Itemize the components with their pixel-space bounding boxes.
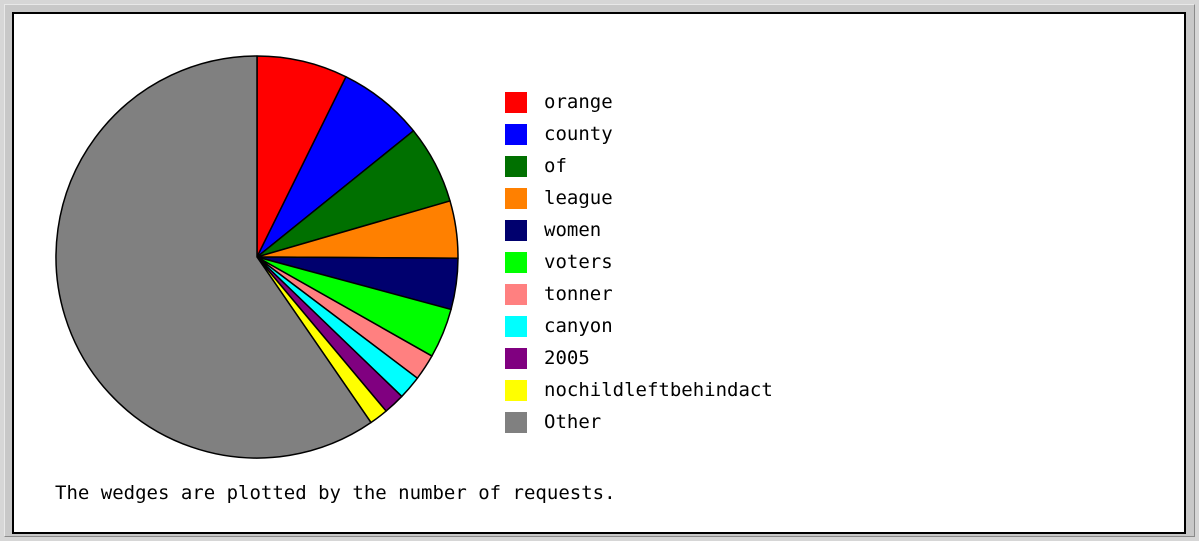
legend-label: canyon [544, 315, 613, 337]
legend-item-women: women [505, 214, 773, 246]
legend-swatch [505, 155, 527, 177]
legend-item-league: league [505, 182, 773, 214]
chart-caption: The wedges are plotted by the number of … [55, 482, 616, 504]
legend: orange county of league women voters tonner can… [505, 86, 773, 438]
legend-label: 2005 [544, 347, 590, 369]
legend-swatch [505, 187, 527, 209]
legend-swatch [505, 283, 527, 305]
legend-item-voters: voters [505, 246, 773, 278]
legend-label: orange [544, 91, 613, 113]
legend-label: Other [544, 411, 602, 433]
legend-label: county [544, 123, 613, 145]
legend-label: women [544, 219, 602, 241]
legend-label: nochildleftbehindact [544, 379, 773, 401]
legend-item-tonner: tonner [505, 278, 773, 310]
legend-swatch [505, 91, 527, 113]
legend-label: voters [544, 251, 613, 273]
legend-swatch [505, 379, 527, 401]
legend-label: of [544, 155, 567, 177]
pie-slice-other [55, 55, 372, 459]
legend-item-canyon: canyon [505, 310, 773, 342]
legend-item-of: of [505, 150, 773, 182]
legend-label: league [544, 187, 613, 209]
pie-wedges [55, 55, 459, 459]
legend-swatch [505, 123, 527, 145]
legend-item-nochildleftbehindact: nochildleftbehindact [505, 374, 773, 406]
legend-item-county: county [505, 118, 773, 150]
legend-item-other: Other [505, 406, 773, 438]
legend-item-2005: 2005 [505, 342, 773, 374]
legend-swatch [505, 219, 527, 241]
legend-label: tonner [544, 283, 613, 305]
legend-swatch [505, 347, 527, 369]
legend-swatch [505, 251, 527, 273]
legend-swatch [505, 411, 527, 433]
legend-swatch [505, 315, 527, 337]
legend-item-orange: orange [505, 86, 773, 118]
